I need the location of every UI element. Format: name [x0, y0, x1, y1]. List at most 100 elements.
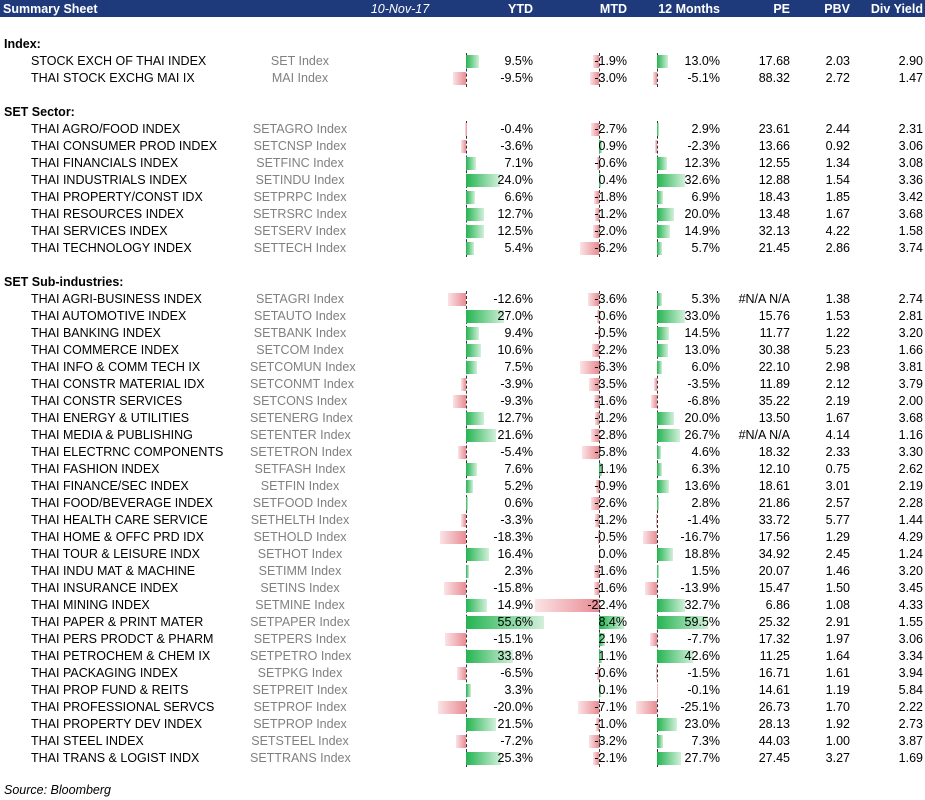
table-row: THAI CONSTR MATERIAL IDX SETCONMT Index -3… [0, 376, 925, 393]
m12-value: 42.6% [684, 649, 720, 663]
m12-value: 23.0% [684, 717, 720, 731]
index-name: THAI TOUR & LEISURE INDX [31, 547, 201, 561]
ytd-databar [460, 140, 466, 153]
dy-value: 1.69 [898, 751, 923, 765]
ticker-code: SETPAPER Index [250, 615, 350, 629]
ytd-databar [461, 514, 466, 527]
index-name: THAI COMMERCE INDEX [31, 343, 179, 357]
table-row: THAI PROPERTY DEV INDEX SETPROP Index 21.5… [0, 716, 925, 733]
m12-databar [657, 446, 661, 459]
ytd-value: -3.3% [500, 513, 533, 527]
table-row: THAI CONSUMER PROD INDEX SETCNSP Index -3.… [0, 138, 925, 155]
table-row: THAI INDUSTRIALS INDEX SETINDU Index 24.0%… [0, 172, 925, 189]
m12-value: 5.7% [691, 241, 721, 255]
pbv-value: 1.46 [825, 564, 850, 578]
dy-value: 1.58 [898, 224, 923, 238]
m12-databar [657, 463, 663, 476]
dy-value: 2.28 [898, 496, 923, 510]
ticker-code: SETMINE Index [255, 598, 345, 612]
ytd-databar [466, 752, 502, 765]
ticker-code: SETPREIT Index [252, 683, 348, 697]
mtd-value: -2.1% [594, 751, 627, 765]
dy-value: 3.34 [898, 649, 923, 663]
m12-value: 18.8% [684, 547, 720, 561]
table-row: THAI INDU MAT & MACHINE SETIMM Index 2.3% -… [0, 563, 925, 580]
pbv-value: 4.22 [825, 224, 850, 238]
mtd-databar [589, 735, 599, 748]
ytd-value: -20.0% [493, 700, 533, 714]
ytd-databar [466, 718, 497, 731]
index-name: THAI PROPERTY/CONST IDX [31, 190, 203, 204]
ticker-code: SETFOOD Index [252, 496, 348, 510]
m12-value: 20.0% [684, 207, 720, 221]
ticker-code: SETCNSP Index [253, 139, 347, 153]
bar-axis-line [466, 291, 467, 767]
mtd-value: -6.2% [594, 241, 627, 255]
ytd-databar [466, 412, 484, 425]
pbv-value: 3.27 [825, 751, 850, 765]
ytd-value: 33.8% [497, 649, 533, 663]
m12-value: 59.5% [684, 615, 720, 629]
index-name: THAI MINING INDEX [31, 598, 150, 612]
mtd-databar [590, 123, 599, 136]
m12-value: -5.1% [687, 71, 720, 85]
pbv-value: 1.64 [825, 649, 850, 663]
table-row: THAI FINANCE/SEC INDEX SETFIN Index 5.2% -0… [0, 478, 925, 495]
pe-value: 18.43 [758, 190, 790, 204]
m12-databar [657, 650, 694, 663]
dy-value: 3.79 [898, 377, 923, 391]
pbv-value: 1.67 [825, 207, 850, 221]
ytd-value: 14.9% [497, 598, 533, 612]
index-name: THAI AGRO/FOOD INDEX [31, 122, 181, 136]
ticker-code: SETSERV Index [253, 224, 347, 238]
ytd-databar [466, 616, 544, 629]
pbv-value: 2.19 [825, 394, 850, 408]
mtd-databar [599, 650, 603, 663]
m12-value: -25.1% [680, 700, 720, 714]
pe-value: 11.89 [759, 377, 790, 391]
ytd-databar [455, 735, 466, 748]
ticker-code: SETFASH Index [254, 462, 346, 476]
dy-value: 3.30 [898, 445, 923, 459]
ytd-databar [466, 174, 500, 187]
dy-value: 1.44 [898, 513, 923, 527]
mtd-value: 2.1% [598, 632, 628, 646]
ticker-code: SETENERG Index [250, 411, 353, 425]
m12-value: -6.8% [687, 394, 720, 408]
ticker-code: SETINS Index [260, 581, 340, 595]
dy-value: 3.45 [898, 581, 923, 595]
mtd-value: -0.6% [594, 156, 627, 170]
pbv-value: 1.67 [825, 411, 850, 425]
pbv-value: 2.03 [825, 54, 850, 68]
mtd-databar [595, 514, 599, 527]
ytd-databar [466, 310, 504, 323]
m12-databar [656, 684, 659, 697]
pe-value: 17.68 [758, 54, 790, 68]
ytd-databar [466, 480, 474, 493]
mtd-value: -0.6% [594, 309, 627, 323]
ytd-databar [440, 531, 466, 544]
pbv-value: 1.34 [825, 156, 850, 170]
report-date: 10-Nov-17 [370, 2, 430, 16]
dy-value: 3.74 [898, 241, 923, 255]
m12-databar [657, 208, 674, 221]
ytd-value: 3.3% [504, 683, 534, 697]
mtd-value: -2.8% [594, 428, 627, 442]
pbv-value: 1.19 [825, 683, 850, 697]
ytd-databar [466, 208, 484, 221]
m12-databar [657, 565, 659, 578]
dy-value: 5.84 [898, 683, 923, 697]
ytd-databar [452, 395, 466, 408]
dy-value: 3.87 [898, 734, 923, 748]
pbv-value: 1.53 [825, 309, 850, 323]
m12-databar [642, 531, 657, 544]
col-12m-header: 12 Months [658, 2, 720, 16]
ticker-code: SETPROF Index [253, 700, 347, 714]
mtd-databar [580, 361, 599, 374]
index-name: THAI PACKAGING INDEX [31, 666, 179, 680]
mtd-value: -1.0% [594, 717, 627, 731]
dy-value: 2.62 [898, 462, 923, 476]
mtd-value: -1.6% [594, 564, 627, 578]
ytd-databar [458, 446, 466, 459]
pe-value: 12.88 [758, 173, 790, 187]
